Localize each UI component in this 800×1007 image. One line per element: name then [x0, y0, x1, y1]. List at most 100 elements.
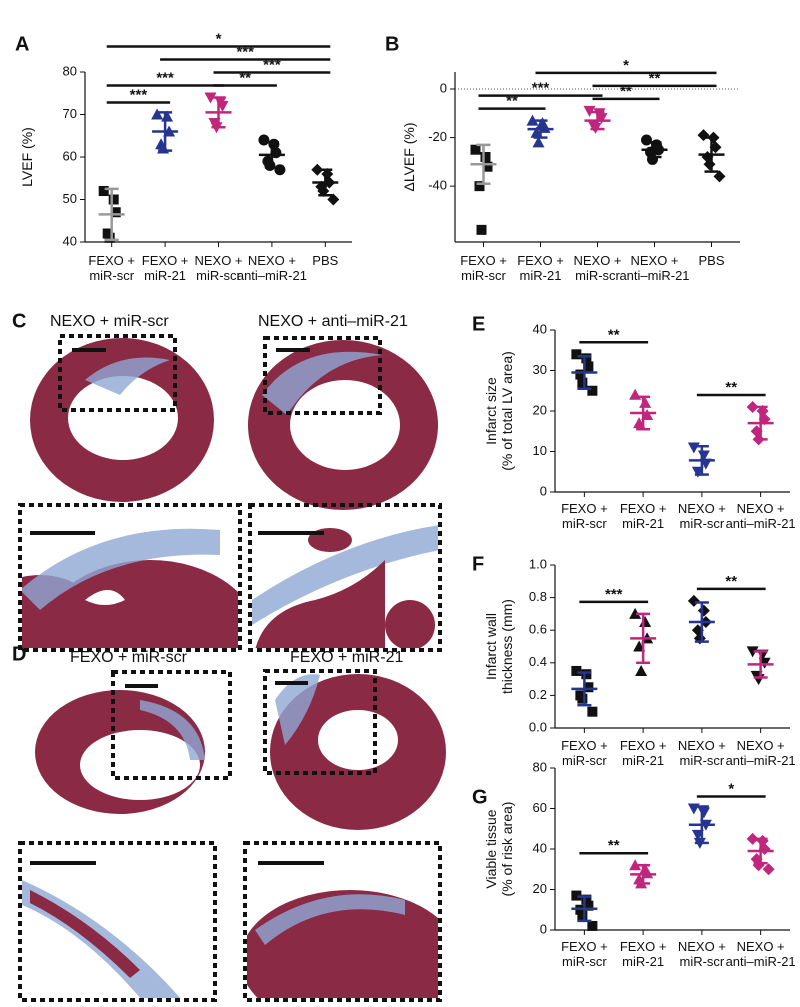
histology-image — [248, 336, 442, 652]
x-tick-label: NEXO + anti–miR-21 — [237, 253, 307, 283]
x-tick-label-line: FEXO + — [460, 253, 507, 268]
data-point — [639, 396, 652, 408]
data-point — [577, 693, 588, 704]
x-tick-label: FEXO + miR-21 — [517, 253, 564, 283]
y-tick-label: 80 — [63, 63, 77, 78]
x-tick-label-line: FEXO + — [620, 738, 667, 753]
y-tick-label: 40 — [533, 840, 547, 855]
image-title: FEXO + miR-scr — [70, 649, 188, 666]
data-point — [635, 664, 648, 676]
x-tick-label: FEXO + miR-scr — [460, 253, 507, 283]
data-point — [641, 134, 652, 146]
x-tick-label-line: NEXO + — [678, 738, 726, 753]
data-point — [577, 910, 588, 921]
data-point — [762, 863, 775, 876]
y-tick-label: 0 — [540, 483, 547, 498]
x-tick-label-line: FEXO + — [142, 253, 189, 268]
x-tick-label: PBS — [312, 253, 338, 268]
significance-label: ** — [608, 326, 620, 343]
x-tick-label-line: miR-scr — [679, 516, 724, 531]
y-tick-label: 0 — [440, 80, 447, 95]
y-axis-label-line: Infarct size — [483, 377, 499, 445]
data-point — [752, 674, 765, 686]
x-tick-label: NEXO + anti–miR-21 — [619, 253, 689, 283]
y-axis-label-line: LVEF (%) — [19, 127, 35, 187]
image-title: FEXO + miR-21 — [290, 649, 403, 666]
x-tick-label: NEXO + miR-scr — [194, 253, 242, 283]
data-point — [575, 369, 586, 380]
x-tick-label-line: anti–miR-21 — [619, 268, 689, 283]
y-axis-label-line: Infarct wall — [483, 613, 499, 680]
y-tick-label: 70 — [63, 106, 77, 121]
data-point — [629, 859, 642, 871]
x-tick-label-line: miR-21 — [520, 268, 562, 283]
histology-image — [18, 670, 232, 1002]
x-tick-label: NEXO + anti–miR-21 — [726, 939, 796, 969]
x-tick-label: NEXO + anti–miR-21 — [726, 738, 796, 768]
y-tick-label: -20 — [428, 129, 447, 144]
y-tick-label: 10 — [533, 443, 547, 458]
data-point — [532, 136, 545, 148]
data-point — [697, 807, 710, 819]
x-tick-label-line: FEXO + — [561, 738, 608, 753]
x-tick-label-line: FEXO + — [561, 939, 608, 954]
data-point — [571, 890, 582, 901]
significance-label: *** — [130, 86, 148, 103]
y-axis-label-line: thickness (mm) — [499, 599, 515, 694]
data-point — [526, 114, 539, 126]
data-point — [480, 152, 491, 162]
data-point — [110, 207, 121, 218]
data-point — [571, 665, 582, 676]
data-point — [274, 164, 286, 176]
significance-label: ** — [608, 837, 620, 854]
y-tick-label: 0.2 — [529, 687, 547, 702]
data-point — [697, 604, 710, 617]
significance-label: ** — [725, 573, 737, 590]
x-tick-label-line: NEXO + — [737, 501, 785, 516]
x-tick-label-line: anti–miR-21 — [726, 753, 796, 768]
x-tick-label: NEXO + miR-scr — [678, 501, 726, 531]
x-tick-label: FEXO + miR-scr — [88, 253, 135, 283]
panel-label: D — [12, 643, 26, 665]
data-point — [470, 144, 481, 155]
y-axis-label-line: ΔLVEF (%) — [401, 123, 417, 192]
y-tick-label: 60 — [63, 148, 77, 163]
x-tick-label-line: miR-scr — [562, 753, 607, 768]
x-tick-label-line: NEXO + — [678, 501, 726, 516]
data-point — [583, 900, 594, 911]
data-point — [639, 616, 652, 628]
data-point — [746, 646, 759, 658]
y-tick-label: 60 — [533, 800, 547, 815]
x-tick-label: FEXO + miR-scr — [561, 738, 608, 768]
data-point — [264, 160, 276, 171]
image-title: NEXO + anti–miR-21 — [258, 313, 408, 330]
y-tick-label: 40 — [533, 321, 547, 336]
data-point — [104, 232, 115, 243]
data-point — [713, 170, 726, 183]
data-point — [629, 607, 642, 619]
data-point — [583, 361, 594, 372]
significance-label: * — [623, 57, 629, 74]
image-title: NEXO + miR-scr — [50, 313, 169, 330]
x-tick-label-line: miR-scr — [562, 954, 607, 969]
y-tick-label: 20 — [533, 881, 547, 896]
x-tick-label-line: miR-scr — [89, 268, 134, 283]
x-tick-label-line: PBS — [312, 253, 338, 268]
x-tick-label: FEXO + miR-21 — [142, 253, 189, 283]
x-tick-label: NEXO + miR-scr — [678, 939, 726, 969]
data-point — [98, 186, 109, 196]
x-tick-label-line: anti–miR-21 — [726, 954, 796, 969]
x-tick-label-line: NEXO + — [573, 253, 621, 268]
x-tick-label: NEXO + anti–miR-21 — [726, 501, 796, 531]
panel-label: B — [385, 33, 399, 55]
y-tick-label: 0.0 — [529, 719, 547, 734]
x-tick-label-line: NEXO + — [737, 738, 785, 753]
x-tick-label-line: miR-scr — [575, 268, 620, 283]
y-tick-label: 0.8 — [529, 589, 547, 604]
data-point — [587, 920, 598, 931]
x-tick-label-line: miR-21 — [622, 753, 664, 768]
x-tick-label-line: NEXO + — [737, 939, 785, 954]
x-tick-label-line: PBS — [698, 253, 724, 268]
significance-label: ** — [239, 69, 251, 86]
